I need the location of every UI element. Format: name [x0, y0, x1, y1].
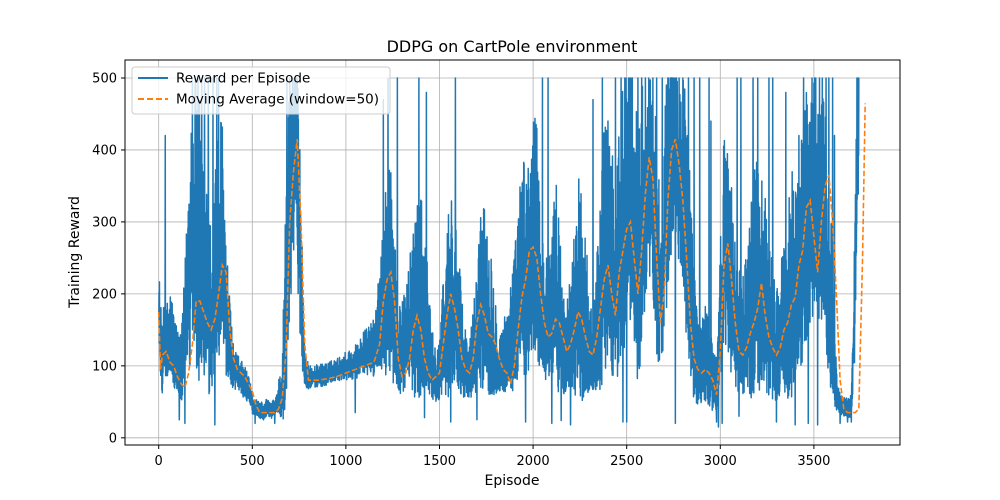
x-axis-label: Episode	[485, 473, 540, 489]
x-tick-label: 1000	[329, 454, 362, 469]
x-axis-ticks: 0 500 1000 1500 2000 2500 3000 3500	[155, 445, 830, 469]
plot-frame	[124, 59, 901, 446]
x-tick-label: 3500	[797, 454, 830, 469]
chart-title: DDPG on CartPole environment	[387, 37, 638, 56]
y-tick-label: 400	[92, 143, 117, 158]
x-tick-label: 1500	[423, 454, 456, 469]
x-tick-label: 2500	[610, 454, 643, 469]
x-tick-label: 500	[240, 454, 265, 469]
y-tick-label: 500	[92, 71, 117, 86]
y-tick-label: 100	[92, 359, 117, 374]
y-tick-label: 200	[92, 287, 117, 302]
y-tick-label: 300	[92, 215, 117, 230]
legend-label-moving-average: Moving Average (window=50)	[176, 92, 379, 108]
legend-box	[131, 66, 391, 115]
x-tick-label: 2000	[517, 454, 550, 469]
y-tick-label: 0	[109, 431, 117, 446]
y-axis-ticks: 0 100 200 300 400 500	[92, 71, 125, 446]
legend-label-reward: Reward per Episode	[176, 71, 310, 87]
x-tick-label: 0	[155, 454, 163, 469]
legend: Reward per Episode Moving Average (windo…	[131, 66, 391, 115]
y-axis-label: Training Reward	[67, 196, 83, 309]
plot-series	[157, 77, 866, 428]
series-line-reward-per-episode	[157, 77, 860, 428]
x-tick-label: 3000	[704, 454, 737, 469]
